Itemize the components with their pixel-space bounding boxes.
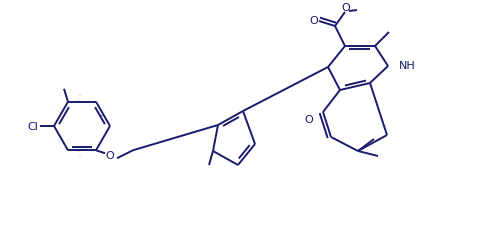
Text: O: O	[342, 3, 350, 13]
Text: O: O	[310, 16, 318, 26]
Text: O: O	[304, 115, 314, 124]
Text: Cl: Cl	[28, 122, 38, 131]
Text: NH: NH	[399, 61, 416, 71]
Text: O: O	[106, 151, 114, 160]
